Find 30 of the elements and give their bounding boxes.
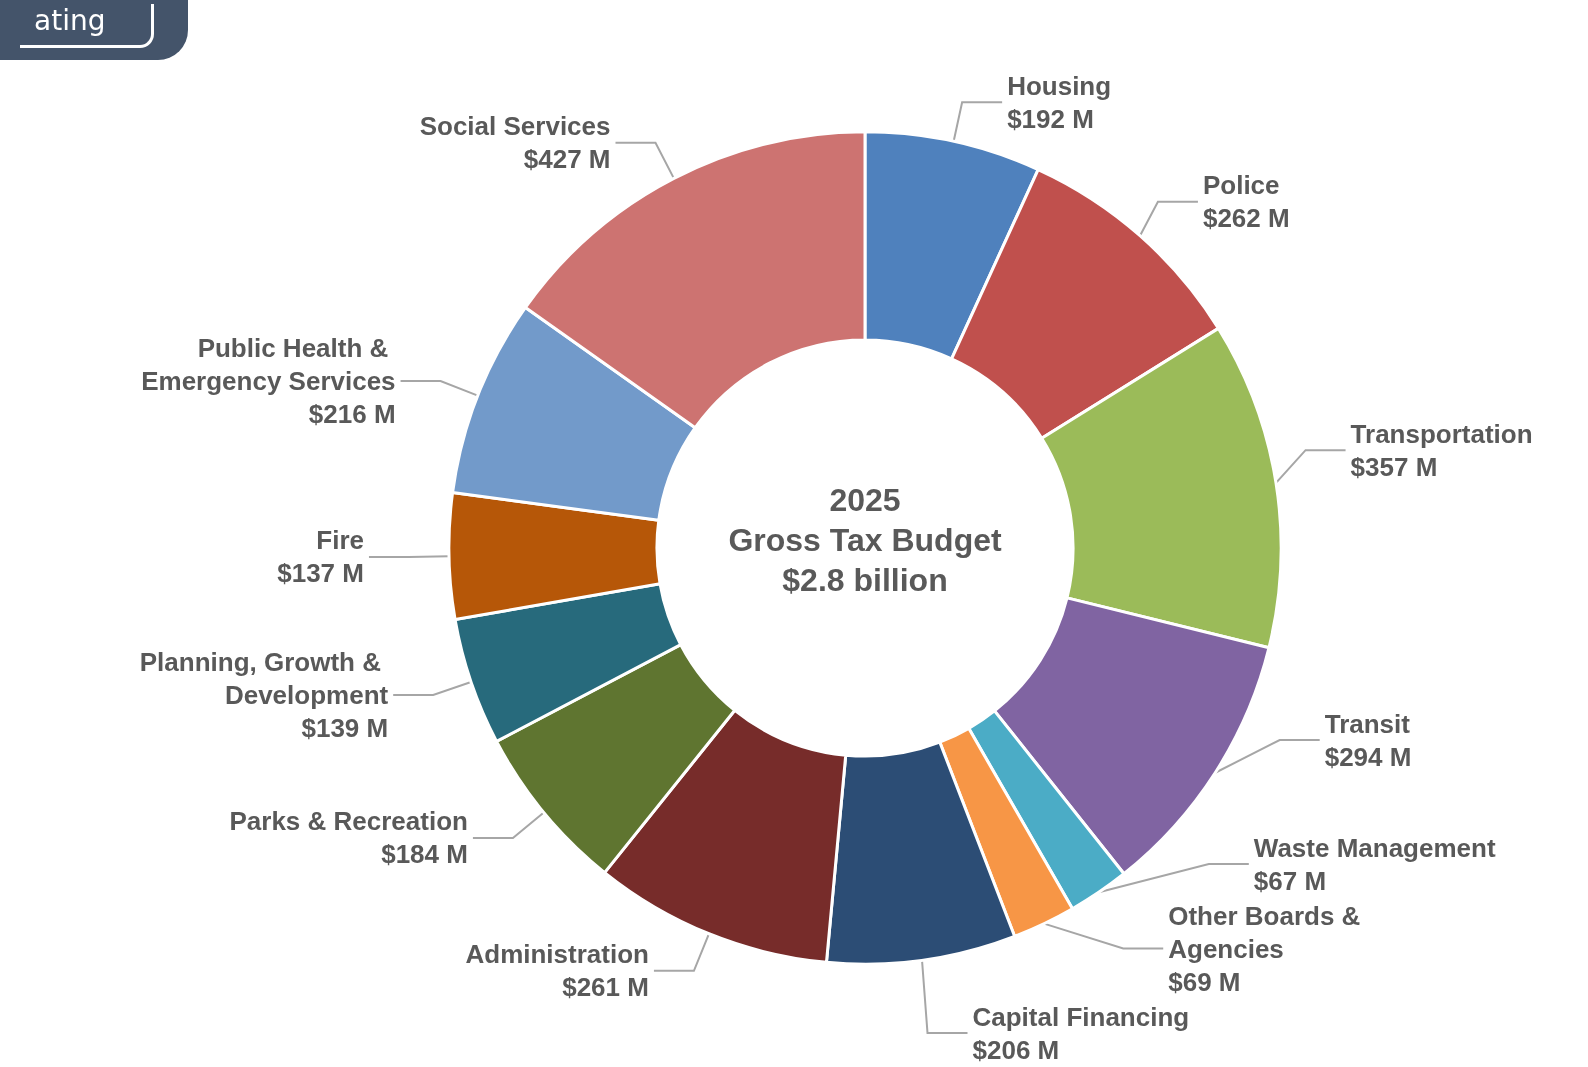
data-label: $427 M (523, 144, 611, 175)
data-label: $192 M (1007, 103, 1094, 134)
button: ating (0, 0, 189, 60)
data-label: $294 M (1324, 741, 1412, 772)
slice-label: Police (1202, 170, 1280, 201)
slice-label: Administration (465, 939, 649, 970)
data-label: $357 M (1350, 451, 1438, 482)
slice-label: Housing (1007, 70, 1112, 101)
slice-label: Other Boards & Agencies (1168, 900, 1368, 964)
text: $2.8 billion (782, 562, 948, 598)
slice-label: Parks & Recreation (229, 806, 468, 837)
data-label: $206 M (972, 1034, 1060, 1065)
data-label: $139 M (301, 712, 389, 743)
text: 2025 (829, 482, 901, 518)
slice-label: Transportation (1350, 418, 1533, 449)
slice-label: Waste Management (1253, 832, 1496, 863)
slice-label: Fire (316, 525, 364, 556)
slice-label: Transit (1324, 708, 1411, 739)
text: Gross Tax Budget (728, 522, 1002, 558)
data-label: $69 M (1168, 966, 1241, 997)
slice-label: Capital Financing (972, 1001, 1190, 1032)
slice-label: Social Services (419, 111, 611, 142)
data-label: $184 M (381, 839, 468, 870)
data-label: $216 M (308, 398, 396, 429)
data-label: $261 M (562, 972, 649, 1003)
slice-label: Public Health & Emergency Services (141, 332, 396, 396)
data-label: $67 M (1253, 865, 1327, 896)
data-label: $262 M (1202, 203, 1290, 234)
slice-label: Planning, Growth & Development (139, 646, 389, 710)
data-label: $137 M (277, 558, 364, 589)
